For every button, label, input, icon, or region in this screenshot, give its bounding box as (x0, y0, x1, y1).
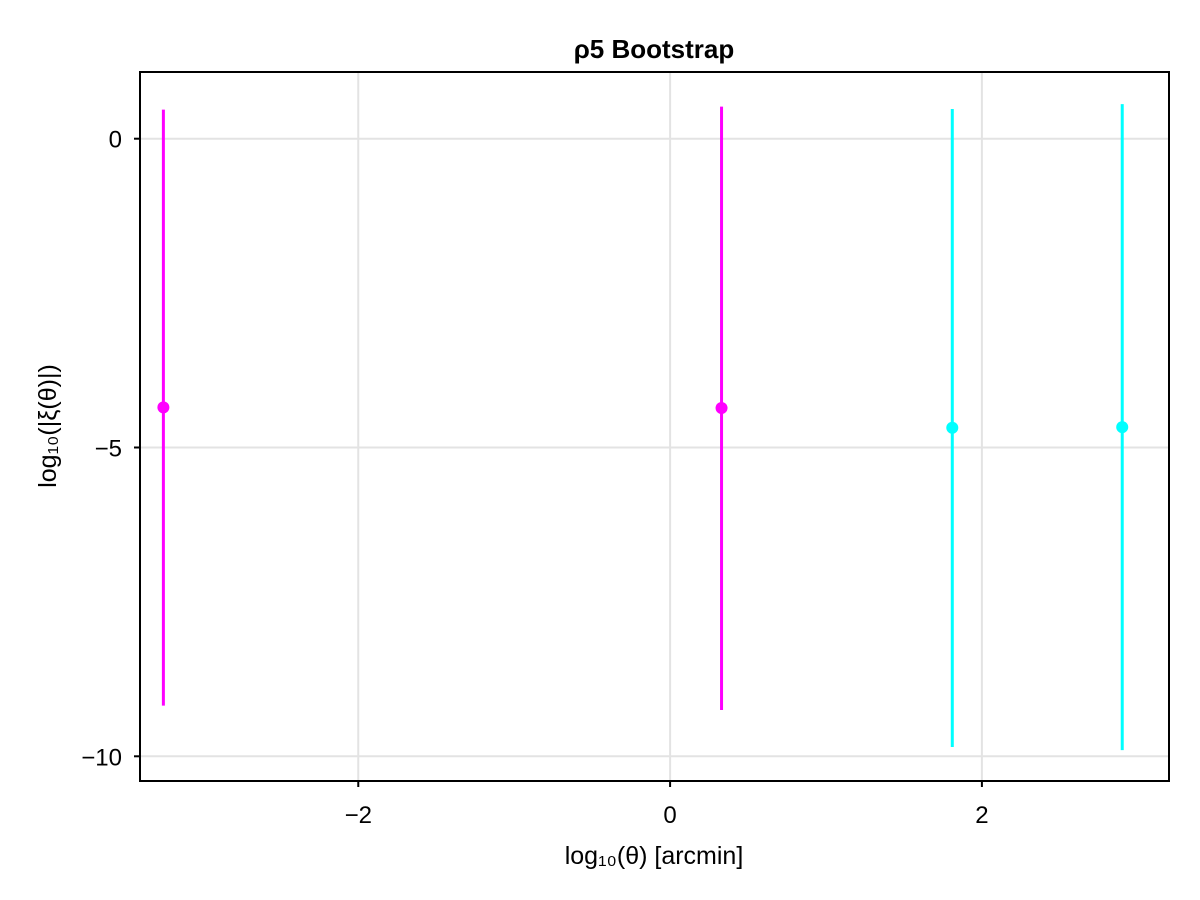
plot-marks (157, 104, 1129, 751)
x-tick-label: 2 (975, 802, 988, 829)
grid (140, 72, 1169, 781)
x-axis-ticks: −2 0 2 (345, 781, 989, 829)
data-point (157, 401, 170, 414)
data-point (946, 421, 959, 434)
data-point (1116, 421, 1129, 434)
x-axis-label: log₁₀(θ) [arcmin] (565, 842, 744, 870)
x-tick-label: −2 (345, 802, 372, 829)
data-point (715, 401, 728, 414)
y-tick-label: −5 (95, 435, 122, 462)
y-axis-label: log₁₀(|ξ(θ)|) (34, 364, 62, 488)
plot-frame (139, 71, 1170, 782)
y-tick-label: 0 (109, 127, 122, 154)
x-tick-label: 0 (663, 802, 676, 829)
y-tick-label: −10 (81, 744, 122, 771)
chart-title: ρ5 Bootstrap (574, 34, 735, 64)
y-axis-ticks: 0 −5 −10 (81, 127, 140, 771)
